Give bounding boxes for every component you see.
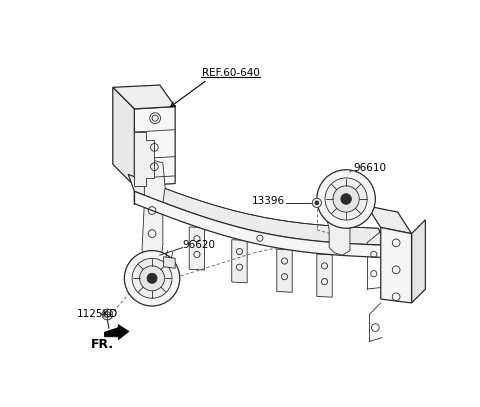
Circle shape [147, 274, 157, 283]
Polygon shape [134, 191, 384, 258]
Circle shape [333, 186, 359, 212]
Text: FR.: FR. [90, 338, 114, 351]
Circle shape [102, 309, 113, 320]
Polygon shape [140, 160, 165, 272]
Circle shape [132, 258, 172, 298]
Text: 1125KD: 1125KD [77, 309, 118, 319]
Polygon shape [189, 227, 204, 270]
Circle shape [312, 198, 322, 208]
Circle shape [315, 201, 319, 205]
Text: 96610: 96610 [354, 163, 387, 173]
Circle shape [140, 266, 165, 291]
Circle shape [341, 194, 351, 204]
Polygon shape [317, 254, 332, 297]
Polygon shape [367, 206, 411, 234]
Polygon shape [381, 228, 411, 303]
Polygon shape [142, 255, 175, 302]
Polygon shape [327, 217, 350, 255]
Circle shape [325, 178, 367, 220]
Text: REF.60-640: REF.60-640 [202, 68, 260, 79]
Polygon shape [113, 88, 134, 186]
Polygon shape [164, 257, 175, 268]
Polygon shape [134, 107, 175, 186]
Circle shape [317, 170, 375, 228]
Polygon shape [411, 220, 425, 303]
Text: 96620: 96620 [183, 240, 216, 250]
Polygon shape [128, 174, 384, 245]
Polygon shape [134, 132, 154, 186]
Polygon shape [232, 240, 247, 283]
Text: 13396: 13396 [252, 196, 285, 206]
Polygon shape [104, 324, 129, 340]
Circle shape [124, 251, 180, 306]
Polygon shape [113, 85, 175, 109]
Polygon shape [277, 249, 292, 292]
